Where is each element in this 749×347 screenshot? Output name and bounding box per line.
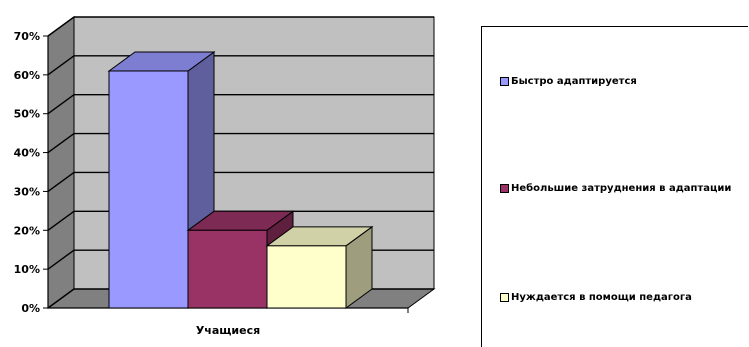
legend-item-needs-help: Нуждается в помощи педагога bbox=[500, 292, 692, 303]
gridline bbox=[47, 16, 434, 37]
bar-chart: 0% 10% 20% 30% 40% 50% 60% 70% Учащиеся bbox=[14, 16, 436, 337]
legend-label: Нуждается в помощи педагога bbox=[511, 292, 692, 303]
y-tick-label: 40% bbox=[14, 147, 40, 160]
y-tick-label: 30% bbox=[14, 185, 40, 198]
y-tick-label: 60% bbox=[14, 69, 40, 82]
bar-front-face bbox=[108, 70, 189, 309]
x-category-label: Учащиеся bbox=[196, 324, 260, 337]
bar-needs-help bbox=[265, 225, 374, 309]
y-tick-label: 20% bbox=[14, 224, 40, 237]
legend: Быстро адаптируется Небольшие затруднени… bbox=[481, 26, 748, 347]
legend-label: Небольшие затруднения в адаптации bbox=[511, 183, 732, 194]
x-category-labels: Учащиеся bbox=[196, 324, 260, 337]
y-tick-labels: 0% 10% 20% 30% 40% 50% 60% 70% bbox=[14, 30, 40, 315]
legend-swatch-blue bbox=[500, 77, 509, 86]
legend-item-small-difficulties: Небольшие затруднения в адаптации bbox=[500, 183, 731, 194]
bar-front-face bbox=[187, 229, 268, 309]
gridline bbox=[47, 94, 434, 115]
bars bbox=[107, 50, 374, 309]
legend-item-fast-adapt: Быстро адаптируется bbox=[500, 76, 637, 87]
side-wall bbox=[47, 16, 75, 309]
gridline bbox=[47, 210, 434, 231]
legend-label: Быстро адаптируется bbox=[511, 76, 637, 87]
y-tick-label: 10% bbox=[14, 263, 40, 276]
y-tick-label: 0% bbox=[21, 302, 40, 315]
gridline bbox=[47, 132, 434, 154]
gridline bbox=[47, 55, 434, 76]
legend-swatch-yellow bbox=[500, 293, 509, 302]
y-tick-label: 70% bbox=[14, 30, 40, 43]
gridline bbox=[47, 171, 434, 192]
y-tick-label: 50% bbox=[14, 108, 40, 121]
legend-swatch-maroon bbox=[500, 184, 509, 193]
bar-front-face bbox=[266, 245, 347, 309]
